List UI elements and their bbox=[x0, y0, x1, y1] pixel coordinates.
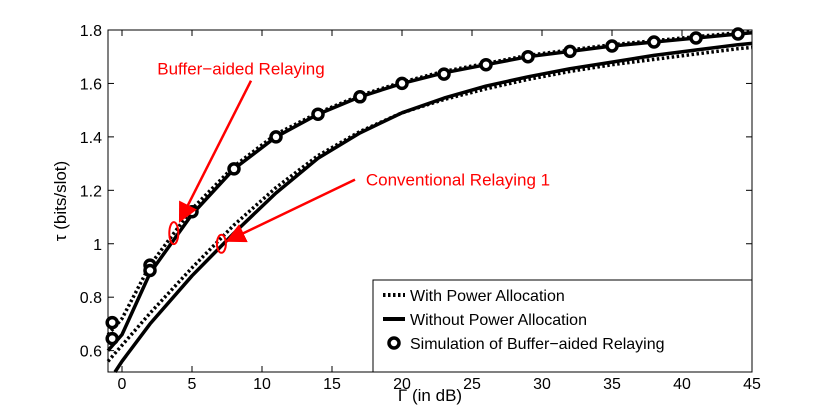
y-axis-label: τ (bits/slot) bbox=[51, 161, 70, 241]
y-tick-label: 1.4 bbox=[80, 130, 102, 147]
annotation-arrow-conventional bbox=[225, 178, 356, 243]
y-tick-label: 0.6 bbox=[80, 344, 102, 361]
x-tick-label: 20 bbox=[393, 376, 411, 393]
simulation-marker bbox=[437, 67, 451, 81]
simulation-marker bbox=[731, 27, 745, 41]
simulation-marker bbox=[563, 44, 577, 59]
y-tick-label: 1.2 bbox=[80, 183, 102, 200]
annotation-ellipse-buffer bbox=[168, 221, 180, 246]
simulation-marker bbox=[105, 331, 119, 346]
ticks: 0 5 10 15 20 25 30 35 40 45 0.6 0.8 1 1.2 1.4 1.6 1.8 bbox=[80, 23, 761, 393]
y-tick-label: 1 bbox=[93, 237, 102, 254]
annotation-arrow-buffer bbox=[178, 80, 253, 223]
x-axis-label: Γ (in dB) bbox=[398, 386, 462, 405]
simulation-marker bbox=[143, 263, 157, 278]
solid-series-line-3 bbox=[113, 41, 753, 373]
simulation-marker bbox=[269, 130, 283, 144]
simulation-marker bbox=[227, 162, 241, 176]
legend-label-without-power: Without Power Allocation bbox=[410, 312, 587, 329]
simulation-marker bbox=[479, 57, 493, 72]
legend-label-with-power: With Power Allocation bbox=[410, 288, 565, 305]
simulation-marker bbox=[311, 107, 325, 121]
legend-swatch-circle bbox=[387, 336, 401, 350]
annotation-layer: Buffer−aided Relaying Conventional Relay… bbox=[157, 60, 550, 254]
y-tick-label: 1.6 bbox=[80, 76, 102, 93]
x-tick-label: 15 bbox=[323, 376, 341, 393]
simulation-marker bbox=[521, 49, 535, 64]
x-tick-label: 30 bbox=[533, 376, 551, 393]
x-tick-label: 45 bbox=[743, 376, 761, 393]
simulation-marker bbox=[647, 35, 661, 49]
annotation-label-conventional: Conventional Relaying 1 bbox=[366, 171, 550, 190]
x-tick-label: 40 bbox=[673, 376, 691, 393]
simulation-marker bbox=[105, 315, 119, 330]
legend-label-simulation: Simulation of Buffer−aided Relaying bbox=[410, 336, 665, 353]
simulation-marker bbox=[395, 76, 409, 91]
y-tick-label: 0.8 bbox=[80, 290, 102, 307]
simulation-marker bbox=[185, 204, 199, 219]
simulation-marker bbox=[689, 31, 703, 45]
legend: With Power Allocation Without Power Allo… bbox=[372, 279, 753, 373]
solid-series-line-1 bbox=[106, 30, 753, 352]
annotation-label-buffer: Buffer−aided Relaying bbox=[157, 60, 324, 79]
x-tick-label: 5 bbox=[188, 376, 197, 393]
simulation-marker bbox=[353, 90, 367, 104]
marker-layer bbox=[105, 27, 745, 346]
y-tick-label: 1.8 bbox=[80, 23, 102, 40]
simulation-marker bbox=[605, 39, 619, 53]
x-tick-label: 35 bbox=[603, 376, 621, 393]
x-tick-label: 10 bbox=[253, 376, 271, 393]
legend-box bbox=[372, 279, 753, 373]
annotation-ellipse-conventional bbox=[215, 233, 227, 254]
x-tick-label: 0 bbox=[118, 376, 127, 393]
x-tick-label: 25 bbox=[463, 376, 481, 393]
